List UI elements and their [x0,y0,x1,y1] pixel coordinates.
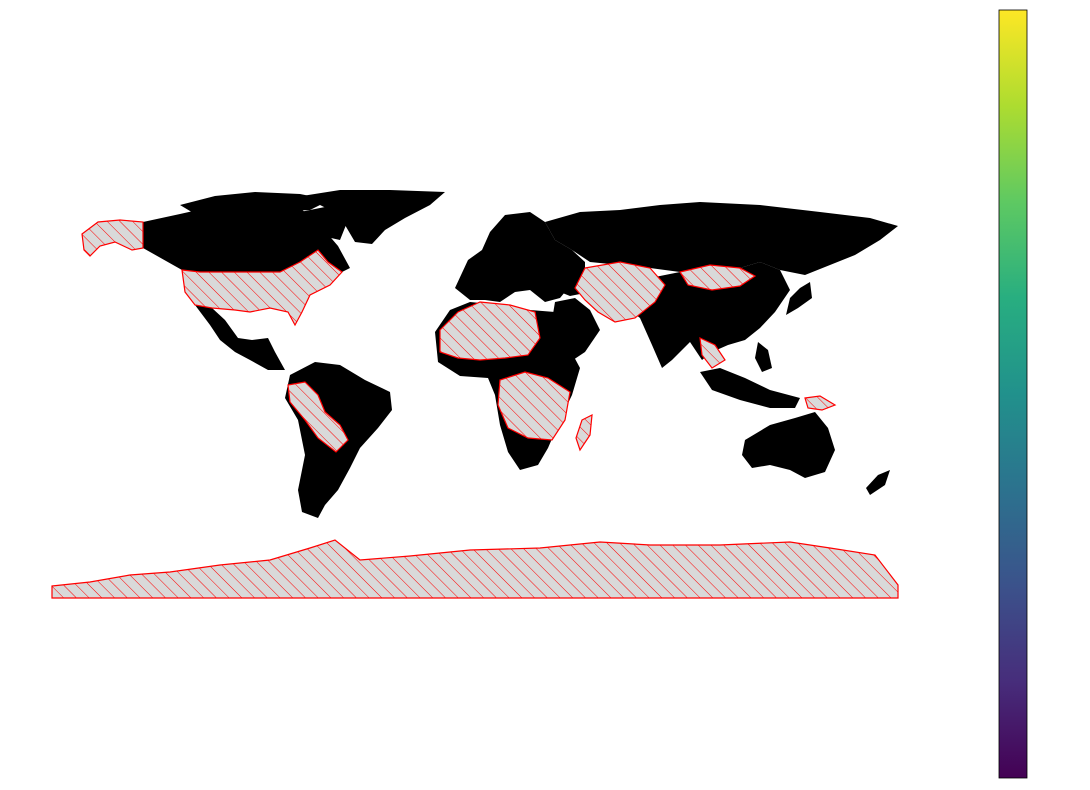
region-philippines [755,342,772,372]
region-mongolia-nodata [679,264,757,291]
colorbar-gradient [998,9,1028,779]
region-new-zealand [866,470,890,495]
region-canada [143,200,350,272]
region-alaska [81,219,144,257]
region-europe [455,212,585,302]
region-africa-nodata-north [439,301,541,361]
region-madagascar-nodata [575,413,593,452]
region-antarctica [51,539,899,599]
region-usa [181,249,343,327]
region-myanmar-nodata [699,337,726,369]
region-russia [545,202,898,275]
region-arctic-islands [180,192,330,214]
region-andes-nodata [287,381,349,453]
region-new-guinea-nodata [804,395,837,411]
region-southeast-asia [700,368,800,408]
region-greenland [302,190,445,244]
region-mexico [195,305,285,370]
region-central-asia-nodata [574,261,666,323]
region-japan [786,282,812,315]
colorbar [998,9,1028,779]
region-australia [742,412,835,478]
region-africa-nodata-central [497,371,571,441]
